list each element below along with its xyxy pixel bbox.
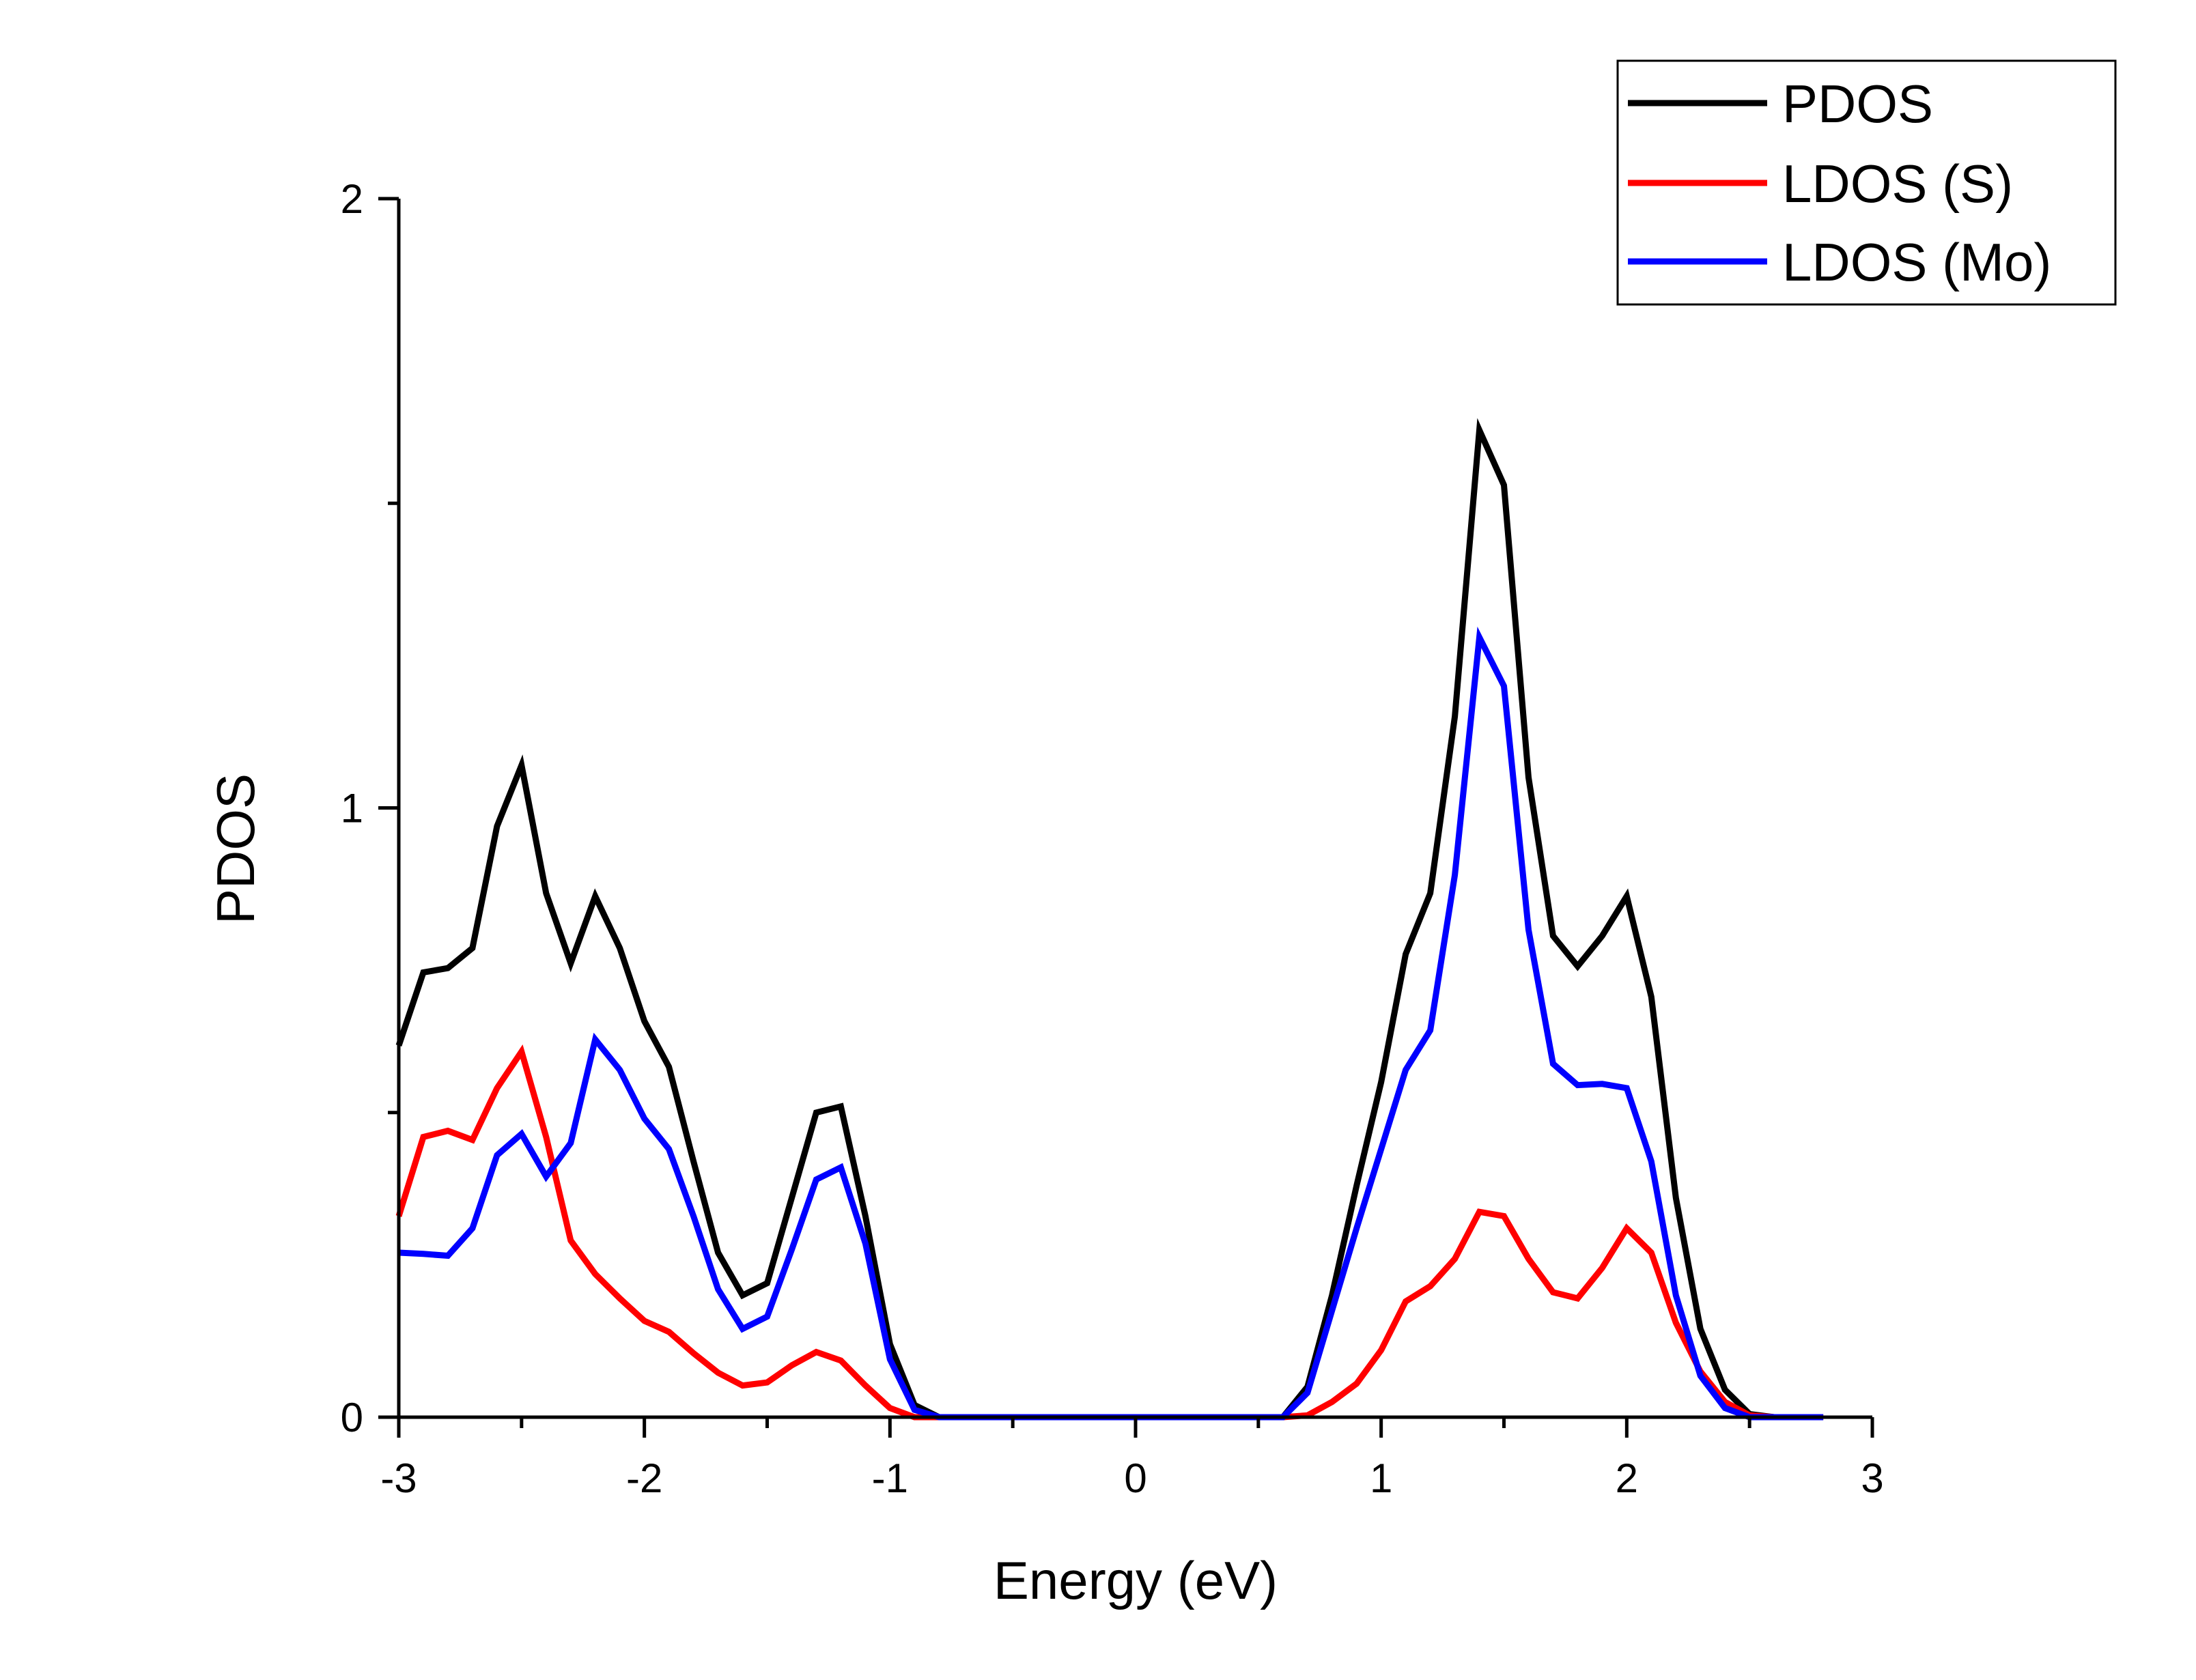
x-tick-label: 0 [1124,1455,1146,1501]
x-tick-label: 2 [1616,1455,1638,1501]
ticks-layer: -3 -2 -1 0 1 2 3 0 1 2 [341,176,1884,1501]
x-tick-label: 1 [1370,1455,1392,1501]
legend-label-0: PDOS [1782,74,1933,134]
axes-layer [397,199,1872,1419]
legend-label-1: LDOS (S) [1782,154,2013,214]
y-axis-title: PDOS [206,773,266,924]
x-tick-label: -3 [380,1455,417,1501]
x-axis-title: Energy (eV) [994,1550,1278,1610]
x-tick-label: -2 [626,1455,662,1501]
legend-label-2: LDOS (Mo) [1782,232,2051,292]
x-tick-label: -1 [872,1455,908,1501]
series-layer [395,418,1824,1421]
legend: PDOS LDOS (S) LDOS (Mo) [1616,59,2117,306]
y-tick-label: 1 [341,786,363,831]
series-line-2 [398,626,1824,1421]
x-tick-label: 3 [1861,1455,1883,1501]
series-line-1 [395,1044,1824,1421]
y-tick-label: 0 [341,1395,363,1440]
series-line-0 [395,418,1824,1421]
y-tick-label: 2 [341,176,363,222]
